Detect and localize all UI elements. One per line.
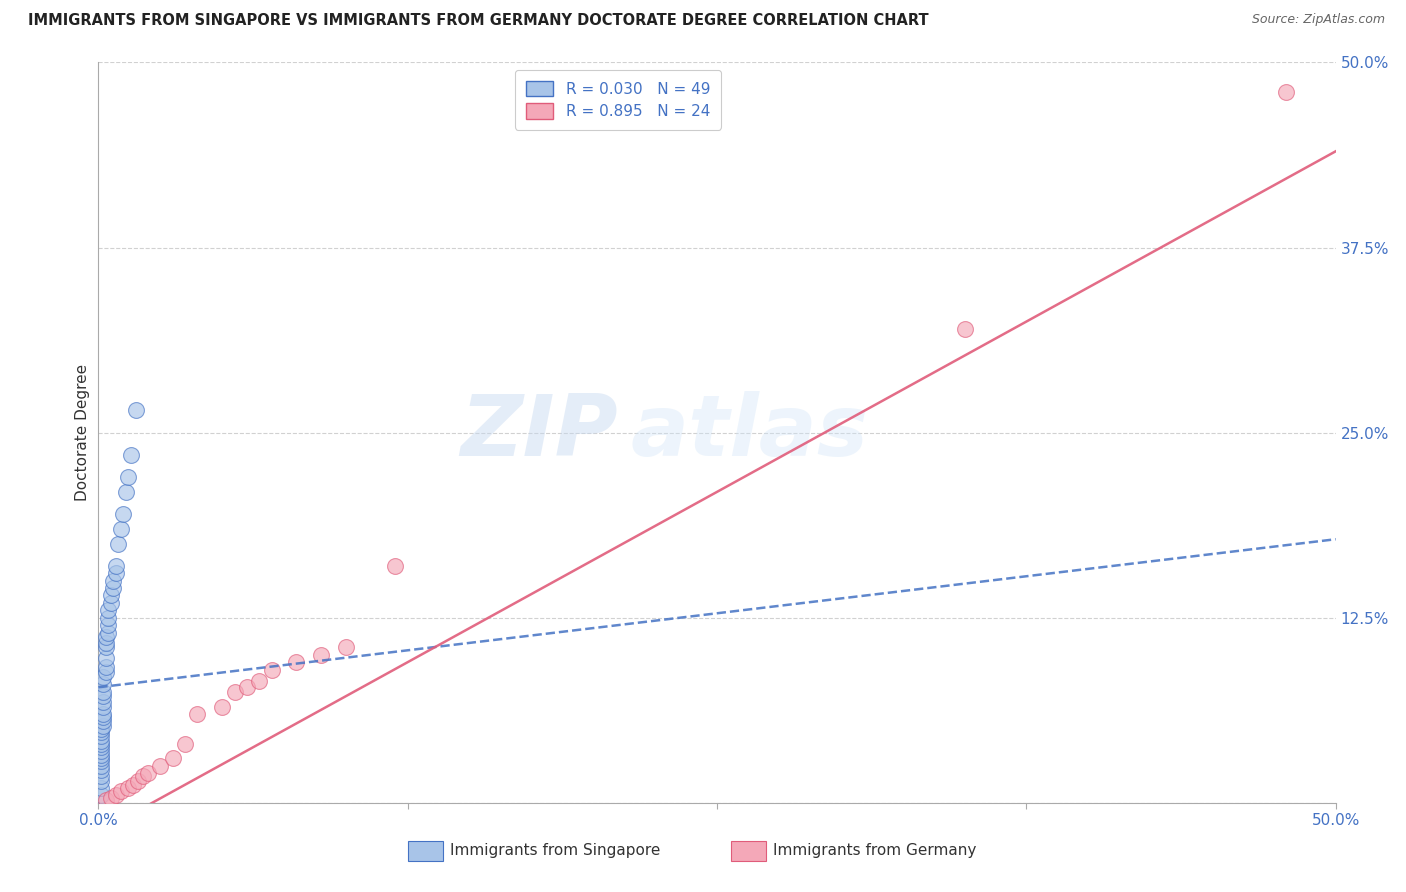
Point [247,674,270,689]
Point [97,618,120,632]
Point [94,793,117,807]
Point [224,685,246,699]
Point [90,724,112,739]
Point [110,784,132,798]
Point [97,625,120,640]
Point [103,574,125,588]
Point [107,536,129,550]
Point [90,773,112,788]
Text: Source: ZipAtlas.com: Source: ZipAtlas.com [1251,13,1385,27]
Point [124,403,146,417]
Point [136,766,159,780]
Point [93,677,115,691]
Point [94,630,117,644]
Point [309,648,332,662]
Point [104,789,127,803]
Point [127,773,149,788]
Point [94,659,117,673]
Point [285,655,308,669]
Point [90,739,112,754]
Y-axis label: Doctorate Degree: Doctorate Degree [75,364,90,501]
Text: atlas: atlas [630,391,869,475]
Point [100,589,122,603]
Point [100,596,122,610]
Point [97,603,120,617]
Point [97,610,120,624]
Point [93,670,115,684]
Point [104,558,127,573]
Point [94,650,117,665]
Point [117,780,139,795]
Point [260,663,283,677]
Point [93,689,115,703]
Text: ZIP: ZIP [460,391,619,475]
Point [90,748,112,763]
Legend: R = 0.030   N = 49, R = 0.895   N = 24: R = 0.030 N = 49, R = 0.895 N = 24 [515,70,721,129]
Point [93,719,115,733]
Point [117,470,139,484]
Point [90,755,112,769]
Point [90,744,112,758]
Point [93,710,115,724]
Point [186,706,208,721]
Point [93,685,115,699]
Point [90,729,112,743]
Point [90,758,112,772]
Point [104,566,127,581]
Point [149,758,172,772]
Point [953,322,976,336]
Text: IMMIGRANTS FROM SINGAPORE VS IMMIGRANTS FROM GERMANY DOCTORATE DEGREE CORRELATIO: IMMIGRANTS FROM SINGAPORE VS IMMIGRANTS … [28,13,929,29]
Point [120,448,142,462]
Text: Immigrants from Germany: Immigrants from Germany [773,844,977,858]
Point [211,699,233,714]
Point [162,751,184,765]
Point [110,522,132,536]
Point [236,681,259,695]
Point [384,558,406,573]
Point [132,769,155,783]
Point [335,640,357,655]
Point [174,737,197,751]
Point [93,714,115,729]
Point [90,769,112,783]
Point [90,763,112,777]
Point [100,791,122,805]
Point [122,778,145,792]
Point [93,699,115,714]
Point [94,665,117,680]
Point [94,636,117,650]
Text: Immigrants from Singapore: Immigrants from Singapore [450,844,661,858]
Point [114,484,136,499]
Point [94,640,117,655]
Point [112,507,135,521]
Point [90,751,112,765]
Point [90,789,112,803]
Point [90,733,112,747]
Point [103,581,125,595]
Point [93,695,115,709]
Point [1275,85,1298,99]
Point [90,737,112,751]
Point [90,722,112,736]
Point [90,780,112,795]
Point [93,706,115,721]
